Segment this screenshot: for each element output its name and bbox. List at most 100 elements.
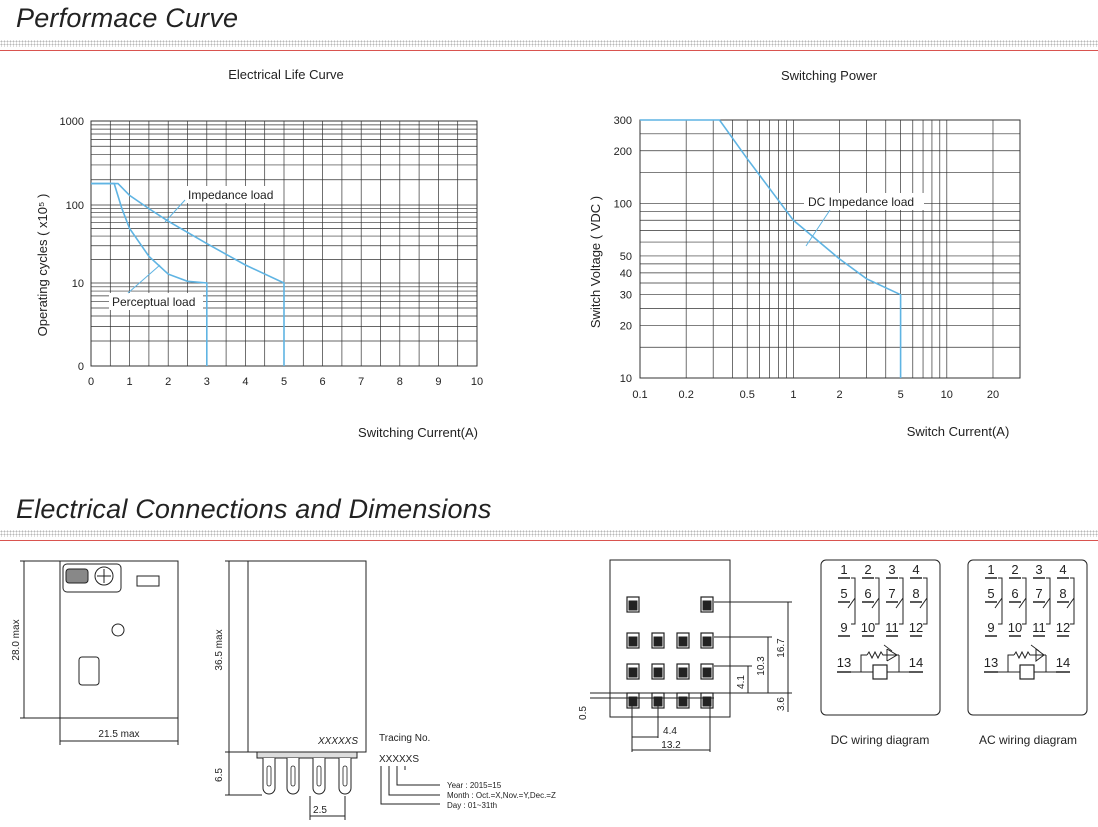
pin-fill bbox=[628, 600, 638, 611]
y-tick-label: 300 bbox=[614, 115, 632, 127]
chart-title: Switching Power bbox=[781, 68, 878, 83]
pin-slot bbox=[290, 765, 296, 787]
pin-fill bbox=[628, 636, 638, 647]
pin-label: 11 bbox=[654, 640, 662, 647]
series-line bbox=[91, 182, 208, 366]
pin-label: 5 bbox=[705, 671, 709, 678]
tracing-day: Day : 01~31th bbox=[447, 801, 497, 810]
pin-slot bbox=[342, 765, 348, 787]
terminal-label: 8 bbox=[912, 586, 919, 601]
led-icon bbox=[111, 623, 125, 637]
terminal-label: 3 bbox=[1035, 562, 1042, 577]
pin-dimension: 4.1 bbox=[736, 675, 747, 689]
x-tick-label: 1 bbox=[790, 389, 796, 401]
x-tick-label: 4 bbox=[242, 376, 248, 388]
pin-label: 10 bbox=[679, 640, 687, 647]
pin-dimension: 13.2 bbox=[661, 740, 681, 751]
contact-line bbox=[851, 577, 856, 625]
label-bg bbox=[109, 293, 203, 310]
pin-dimension: 4.4 bbox=[663, 726, 677, 737]
tracing-title: Tracing No. bbox=[379, 733, 430, 744]
pin-label: 8 bbox=[631, 671, 635, 678]
pin-fill bbox=[628, 667, 638, 678]
x-axis-label: Switching Current(A) bbox=[358, 425, 478, 440]
dc-wiring-caption: DC wiring diagram bbox=[831, 733, 930, 747]
contact-line bbox=[1022, 577, 1027, 625]
pin-icon bbox=[312, 758, 326, 795]
contact-line bbox=[923, 577, 928, 625]
x-tick-label: 20 bbox=[987, 389, 999, 401]
relay-front-view bbox=[20, 560, 179, 745]
x-tick-label: 9 bbox=[435, 376, 441, 388]
led-arrow-icon bbox=[1030, 644, 1040, 652]
series-label: Perceptual load bbox=[112, 295, 195, 309]
series-line bbox=[91, 182, 285, 366]
leader-line bbox=[127, 264, 161, 294]
terminal-label: 2 bbox=[1011, 562, 1018, 577]
pin-label: 6 bbox=[681, 671, 685, 678]
base-plate bbox=[256, 751, 358, 759]
pin-dimension: 16.7 bbox=[776, 638, 787, 658]
indicator-window bbox=[136, 575, 160, 587]
terminal-label: 7 bbox=[888, 586, 895, 601]
x-tick-label: 0.5 bbox=[740, 389, 755, 401]
x-tick-label: 2 bbox=[837, 389, 843, 401]
indicator-wire bbox=[1007, 654, 1047, 672]
pin-fill bbox=[702, 636, 712, 647]
contact-line bbox=[1070, 577, 1075, 625]
cross-icon bbox=[97, 569, 111, 583]
terminal-label: 10 bbox=[1008, 620, 1022, 635]
diode-icon bbox=[886, 648, 899, 662]
terminal-label: 12 bbox=[1056, 620, 1070, 635]
contact-switch bbox=[1066, 597, 1075, 609]
x-tick-label: 6 bbox=[320, 376, 326, 388]
x-tick-label: 10 bbox=[941, 389, 953, 401]
contact-switch bbox=[847, 597, 856, 609]
terminal-label: 9 bbox=[840, 620, 847, 635]
contact-switch bbox=[1018, 597, 1027, 609]
y-tick-labels: 10 20 30 40 50 100 200 300 bbox=[614, 115, 632, 385]
tracing-number: Tracing No. XXXXXS Year : 2015=15 Month … bbox=[379, 733, 556, 810]
section-divider-line bbox=[0, 50, 1098, 51]
coil-icon bbox=[872, 664, 888, 680]
x-tick-label: 1 bbox=[127, 376, 133, 388]
pin-label: 13 bbox=[703, 604, 711, 611]
y-tick-label: 0 bbox=[78, 361, 84, 373]
contact-switch bbox=[871, 597, 880, 609]
pin-label: 12 bbox=[629, 640, 637, 647]
terminal-label: 4 bbox=[912, 562, 919, 577]
y-tick-label: 1000 bbox=[60, 116, 84, 128]
pin-layout-outline bbox=[609, 559, 731, 718]
section-divider-line bbox=[0, 540, 1098, 541]
pin-fill bbox=[702, 600, 712, 611]
pin-fill bbox=[678, 667, 688, 678]
terminal-label: 13 bbox=[984, 655, 998, 670]
label-bg bbox=[184, 186, 283, 203]
connections-section-title: Electrical Connections and Dimensions bbox=[16, 494, 492, 524]
contact-line bbox=[998, 577, 1003, 625]
terminal-label: 9 bbox=[987, 620, 994, 635]
pin-fill bbox=[678, 636, 688, 647]
pin-icon bbox=[338, 758, 352, 795]
pin-slot bbox=[316, 765, 322, 787]
tracing-year: Year : 2015=15 bbox=[447, 781, 502, 790]
x-axis-label: Switch Current(A) bbox=[907, 424, 1010, 439]
y-axis-label: Switch Voltage ( VDC ) bbox=[588, 196, 603, 328]
led-icon bbox=[1034, 648, 1046, 662]
pin-dimension: 3.6 bbox=[776, 697, 787, 711]
tracing-month: Month : Oct.=X,Nov.=Y,Dec.=Z bbox=[447, 791, 556, 800]
front-width-dimension: 21.5 max bbox=[98, 729, 139, 740]
pin-fill bbox=[702, 667, 712, 678]
y-tick-label: 100 bbox=[66, 200, 84, 212]
coil-icon bbox=[1019, 664, 1035, 680]
contact-switch bbox=[994, 597, 1003, 609]
resistor-icon bbox=[866, 650, 887, 660]
terminal-label: 11 bbox=[1032, 620, 1046, 635]
pin-label: 14 bbox=[629, 604, 637, 611]
section-divider bbox=[0, 530, 1098, 537]
